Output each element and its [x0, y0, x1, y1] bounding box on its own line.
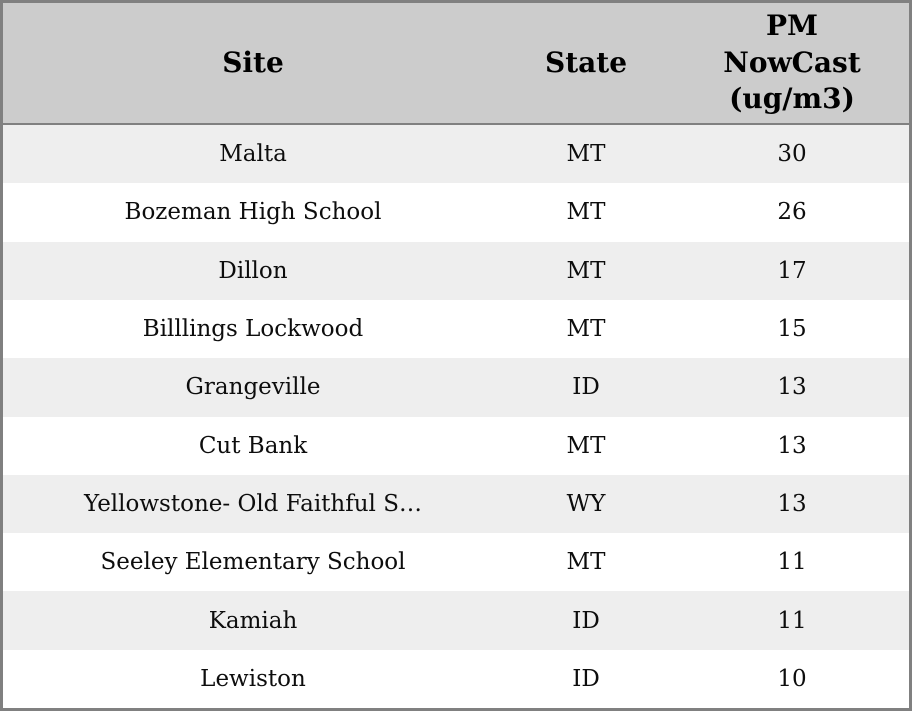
table-row: Malta MT 30 — [3, 124, 909, 184]
table-row: Billlings Lockwood MT 15 — [3, 299, 909, 359]
cell-state: ID — [572, 665, 600, 692]
table-row: Yellowstone- Old Faithful S… WY 13 — [3, 474, 909, 534]
table-row: Lewiston ID 10 — [3, 649, 909, 708]
cell-pm: 11 — [777, 549, 807, 576]
cell-state: MT — [566, 141, 606, 168]
column-header-pm-nowcast: PM NowCast (ug/m3) — [669, 3, 909, 125]
cell-pm: 10 — [777, 665, 807, 692]
cell-site: Lewiston — [200, 665, 306, 692]
cell-pm: 13 — [777, 374, 807, 401]
cell-site: Kamiah — [208, 607, 298, 634]
cell-state: MT — [566, 549, 606, 576]
cell-state: MT — [566, 432, 606, 459]
table-row: Dillon MT 17 — [3, 241, 909, 300]
cell-site: Malta — [219, 141, 287, 168]
table-body: Malta MT 30 Bozeman High School MT 26 Di… — [3, 124, 909, 708]
header-row: Site State PM NowCast (ug/m3) — [3, 3, 909, 125]
cell-site: Dillon — [218, 257, 288, 284]
cell-state: ID — [572, 607, 600, 634]
cell-pm: 11 — [777, 607, 807, 634]
table-row: Cut Bank MT 13 — [3, 416, 909, 475]
cell-pm: 17 — [777, 257, 807, 284]
column-header-state: State — [503, 3, 669, 125]
column-header-site: Site — [3, 3, 503, 125]
cell-state: MT — [566, 199, 606, 226]
air-quality-table: Site State PM NowCast (ug/m3) Malta MT 3… — [3, 3, 909, 708]
table-row: Seeley Elementary School MT 11 — [3, 533, 909, 592]
cell-state: MT — [566, 316, 606, 343]
table-header: Site State PM NowCast (ug/m3) — [3, 3, 909, 125]
cell-pm: 13 — [777, 432, 807, 459]
table-row: Grangeville ID 13 — [3, 358, 909, 417]
cell-site: Cut Bank — [198, 432, 308, 459]
cell-site: Seeley Elementary School — [100, 549, 406, 576]
cell-state: WY — [566, 490, 606, 517]
cell-site: Grangeville — [185, 374, 321, 401]
table-row: Kamiah ID 11 — [3, 591, 909, 650]
cell-pm: 26 — [777, 199, 807, 226]
cell-site: Billlings Lockwood — [142, 316, 364, 343]
cell-site: Yellowstone- Old Faithful S… — [84, 490, 422, 517]
cell-site: Bozeman High School — [124, 199, 382, 226]
cell-pm: 15 — [777, 316, 807, 343]
cell-state: ID — [572, 374, 600, 401]
cell-pm: 13 — [777, 490, 807, 517]
cell-pm: 30 — [777, 141, 807, 168]
table-row: Bozeman High School MT 26 — [3, 183, 909, 242]
cell-state: MT — [566, 257, 606, 284]
